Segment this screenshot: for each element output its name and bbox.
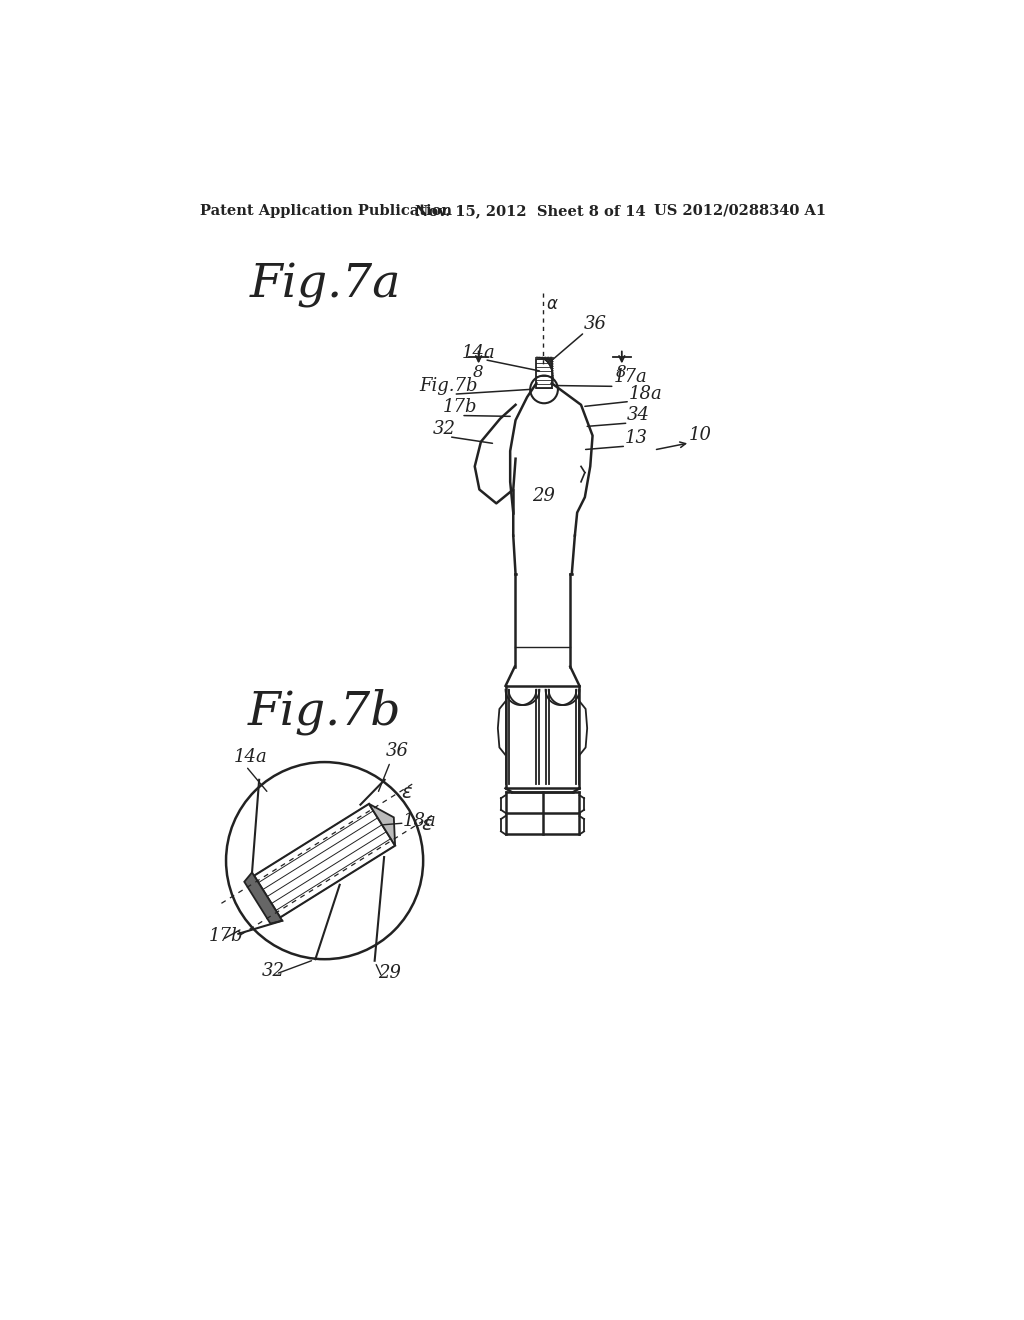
- Text: 36: 36: [584, 315, 607, 334]
- Text: 8: 8: [615, 364, 627, 381]
- Text: 17b: 17b: [442, 399, 477, 417]
- Text: $\varepsilon$: $\varepsilon$: [401, 783, 413, 803]
- Text: 29: 29: [531, 487, 555, 506]
- Text: 10: 10: [689, 426, 712, 445]
- Text: Patent Application Publication: Patent Application Publication: [200, 203, 452, 218]
- Text: 36: 36: [386, 742, 410, 760]
- Text: $\varepsilon$: $\varepsilon$: [421, 814, 432, 834]
- Text: 13: 13: [625, 429, 648, 447]
- Text: Fig.7b: Fig.7b: [419, 378, 478, 395]
- Text: 34: 34: [628, 407, 650, 424]
- Polygon shape: [245, 873, 283, 924]
- Text: 8: 8: [472, 364, 483, 381]
- Polygon shape: [369, 804, 395, 846]
- Text: Fig.7a: Fig.7a: [250, 263, 401, 308]
- Text: 18a: 18a: [629, 384, 663, 403]
- Text: 17b: 17b: [209, 928, 244, 945]
- Text: 32: 32: [261, 962, 285, 981]
- Text: 29: 29: [379, 964, 401, 982]
- Text: $\alpha$: $\alpha$: [546, 296, 558, 313]
- Text: Fig.7b: Fig.7b: [248, 688, 401, 734]
- Text: 18a: 18a: [402, 812, 436, 830]
- Text: 17a: 17a: [613, 368, 647, 387]
- Text: Nov. 15, 2012  Sheet 8 of 14: Nov. 15, 2012 Sheet 8 of 14: [416, 203, 646, 218]
- Text: US 2012/0288340 A1: US 2012/0288340 A1: [654, 203, 826, 218]
- Text: 32: 32: [433, 420, 456, 438]
- Text: 14a: 14a: [233, 748, 267, 766]
- Text: 14a: 14a: [462, 343, 496, 362]
